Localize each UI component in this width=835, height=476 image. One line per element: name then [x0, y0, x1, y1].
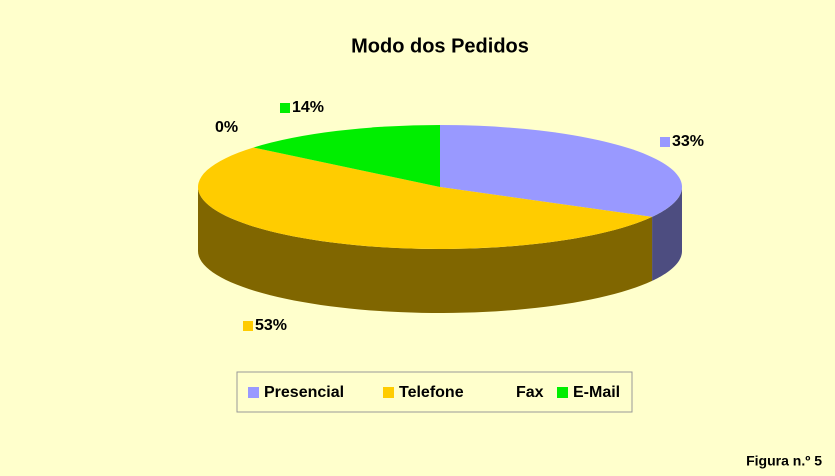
caption: Figura n.º 5 [746, 453, 822, 469]
legend-swatch [500, 387, 511, 398]
label-swatch [280, 103, 290, 113]
legend-label: Telefone [399, 384, 464, 401]
legend-label: Fax [516, 384, 544, 401]
label-swatch [203, 123, 213, 133]
legend-swatch [248, 387, 259, 398]
label-swatch [243, 321, 253, 331]
data-label: 14% [292, 99, 324, 116]
legend-label: Presencial [264, 384, 344, 401]
data-label: 53% [255, 317, 287, 334]
chart-title: Modo dos Pedidos [351, 35, 529, 57]
label-swatch [660, 137, 670, 147]
legend-swatch [383, 387, 394, 398]
legend-swatch [557, 387, 568, 398]
pie-slice [198, 147, 653, 249]
pie-side [198, 187, 653, 313]
pie-side [652, 187, 682, 281]
data-label: 33% [672, 133, 704, 150]
data-label: 0% [215, 119, 238, 136]
pie-slice [440, 125, 682, 217]
legend-label: E-Mail [573, 384, 620, 401]
pie-slice [253, 125, 440, 187]
